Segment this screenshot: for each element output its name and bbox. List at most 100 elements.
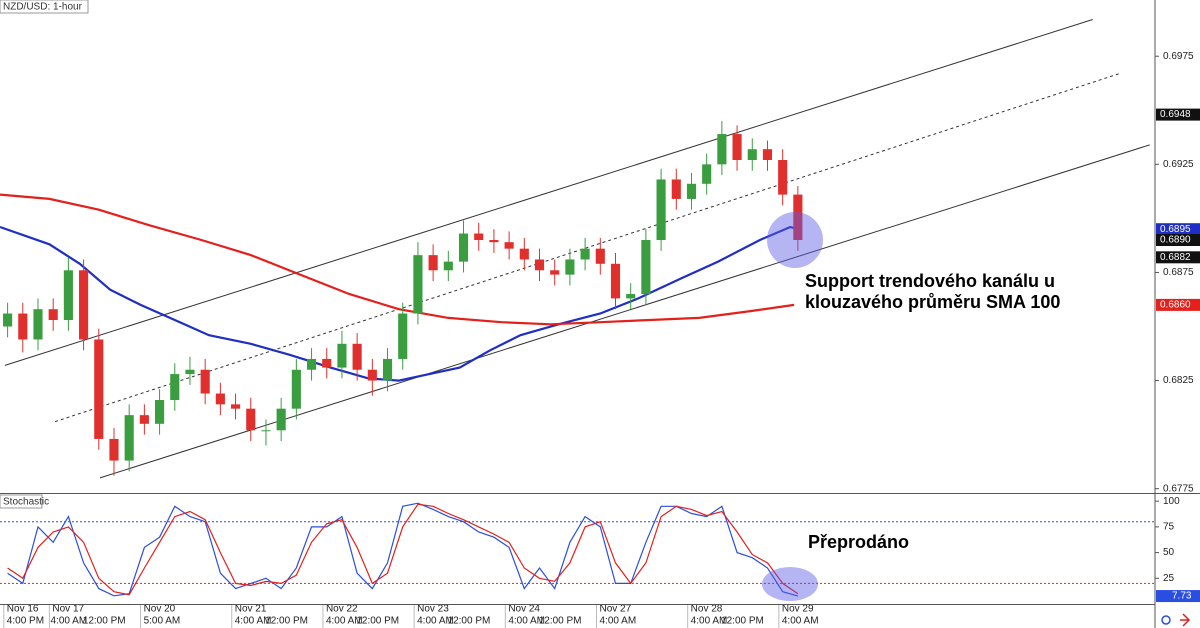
price-tag <box>1156 108 1200 121</box>
stochastic-line <box>7 503 799 596</box>
y-tick-label: 0.6975 <box>1163 51 1194 62</box>
x-tick-label: 4:00 AM <box>326 616 363 627</box>
candle-body <box>291 369 301 409</box>
candle-body <box>702 164 712 184</box>
price-tag-label: 0.6860 <box>1160 300 1191 311</box>
x-tick-label: Nov 28 <box>691 604 723 615</box>
candle-body <box>261 430 271 432</box>
panel-title: Stochastic <box>3 497 49 508</box>
x-tick-label: 5:00 AM <box>144 616 181 627</box>
candle-body <box>762 149 773 161</box>
candle-body <box>3 313 13 327</box>
trend-line <box>54 73 1120 423</box>
toolbar-icons[interactable] <box>1161 613 1191 627</box>
candle-body <box>610 263 621 299</box>
title-box <box>0 494 43 509</box>
candle-body <box>382 358 393 381</box>
candle-body <box>747 149 757 161</box>
x-tick-label: 4:00 PM <box>7 616 44 627</box>
candle-body <box>276 408 286 431</box>
price-tag-label: 0.6895 <box>1160 224 1191 235</box>
x-tick-label: Nov 23 <box>417 604 449 615</box>
price-tag <box>1156 298 1200 311</box>
trend-line <box>4 19 1093 366</box>
candle-body <box>519 248 529 260</box>
title-box <box>0 0 89 14</box>
candle-body <box>656 179 666 241</box>
annotation: Support trendového kanálu u <box>805 271 1055 291</box>
x-tick-label: 12:00 PM <box>265 616 308 627</box>
x-tick-label: Nov 21 <box>235 604 267 615</box>
candle-body <box>322 358 332 368</box>
chart-title: NZD/USD: 1-hour <box>3 2 83 13</box>
candle-body <box>595 248 605 264</box>
candle-body <box>231 404 241 409</box>
y-tick-label: 0.6925 <box>1163 159 1194 170</box>
y-tick-label: 25 <box>1163 573 1175 584</box>
x-tick-label: 12:00 PM <box>356 616 399 627</box>
candle-body <box>109 438 119 461</box>
candle-body <box>306 358 317 370</box>
x-tick-label: 12:00 PM <box>721 616 764 627</box>
candle-body <box>626 294 636 299</box>
candle-body <box>717 134 727 165</box>
candle-body <box>732 134 742 161</box>
x-tick-label: 4:00 AM <box>599 616 636 627</box>
candle-body <box>94 339 104 439</box>
price-tag-label: 0.6890 <box>1160 235 1191 246</box>
candle-body <box>367 369 377 381</box>
moving-average <box>0 225 799 382</box>
candle-body <box>79 270 89 340</box>
value-tag <box>1156 590 1200 603</box>
price-tag-label: 0.6882 <box>1160 252 1191 263</box>
y-tick-label: 0.6825 <box>1163 375 1194 386</box>
candle-body <box>337 343 347 368</box>
x-tick-label: 12:00 PM <box>448 616 491 627</box>
x-tick-label: 12:00 PM <box>539 616 582 627</box>
value-tag-label: 7.73 <box>1172 591 1192 602</box>
candle-body <box>170 374 180 401</box>
icon[interactable] <box>1180 613 1191 627</box>
x-tick-label: Nov 16 <box>7 604 39 615</box>
candle-body <box>413 255 423 314</box>
x-tick-label: Nov 29 <box>782 604 814 615</box>
candle-body <box>580 248 590 260</box>
price-plot <box>0 19 1150 479</box>
candle-body <box>215 393 225 405</box>
x-tick-label: Nov 24 <box>508 604 540 615</box>
price-tag-label: 0.6948 <box>1160 109 1191 120</box>
price-tag <box>1156 234 1200 247</box>
annotation: klouzavého průměru SMA 100 <box>805 292 1060 312</box>
candle-body <box>534 259 545 271</box>
x-tick-label: Nov 22 <box>326 604 358 615</box>
icon[interactable] <box>1161 615 1171 625</box>
stochastic-plot <box>0 502 1155 597</box>
x-tick-label: 12:00 PM <box>83 616 126 627</box>
price-tag <box>1156 223 1200 236</box>
candle-body <box>778 160 788 195</box>
x-tick-label: Nov 20 <box>144 604 176 615</box>
candle-body <box>474 233 484 241</box>
moving-average <box>0 193 795 326</box>
highlight-circle <box>762 567 818 601</box>
candle-body <box>155 400 165 424</box>
candle-body <box>504 242 514 249</box>
stochastic-line <box>7 502 799 597</box>
candle-body <box>458 233 469 262</box>
candle-body <box>686 183 697 199</box>
y-tick-label: 0.6875 <box>1163 267 1194 278</box>
x-tick-label: 4:00 AM <box>691 616 728 627</box>
highlight-circle <box>767 212 823 268</box>
y-tick-label: 0.6775 <box>1163 483 1194 494</box>
candle-body <box>18 313 28 340</box>
y-tick-label: 100 <box>1163 496 1180 507</box>
trend-line <box>99 144 1150 479</box>
x-tick-label: 4:00 AM <box>235 616 272 627</box>
annotation: Přeprodáno <box>808 532 909 552</box>
y-tick-label: 75 <box>1163 522 1175 533</box>
x-tick-label: Nov 17 <box>52 604 84 615</box>
x-tick-label: Nov 27 <box>599 604 631 615</box>
candle-body <box>565 259 575 275</box>
candle-body <box>246 408 256 431</box>
